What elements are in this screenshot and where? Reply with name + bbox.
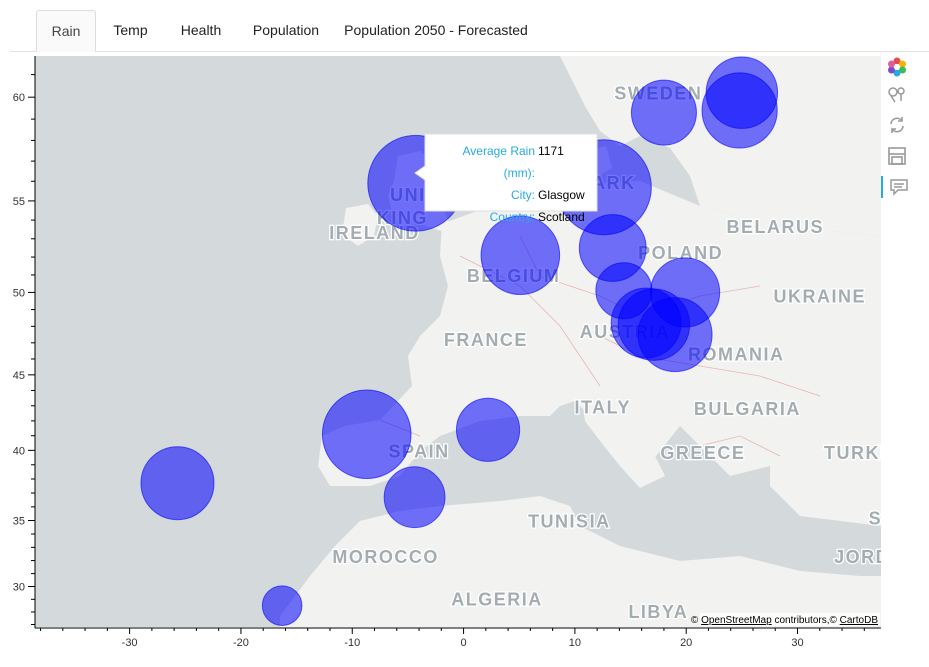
tooltip-box (414, 133, 598, 212)
country-label: UKRAINE (774, 287, 867, 307)
save-icon[interactable] (886, 145, 908, 167)
data-point-circle[interactable] (480, 215, 561, 296)
tooltip-label-city: City: (511, 188, 535, 202)
attribution-osm-link: OpenStreetMap (701, 615, 772, 626)
tooltip-row-rain: Average Rain (mm): 1171 (428, 140, 596, 184)
country-label: TUNISIA (528, 511, 611, 531)
data-point-circle[interactable] (455, 397, 521, 462)
hover-tooltip (414, 133, 598, 212)
tab-bar: Rain Temp Health Population Population 2… (10, 10, 929, 52)
country-label: GREECE (660, 443, 745, 463)
attribution-text: © OpenStreetMap contributors,© CartoDB (691, 615, 878, 626)
reset-icon[interactable] (886, 114, 908, 136)
tooltip-label-country: Country: (489, 210, 535, 224)
country-label: JORD (834, 547, 881, 567)
land-mainland (318, 181, 881, 486)
attribution: © OpenStreetMap contributors,© CartoDB (691, 613, 880, 626)
tooltip-row-city: City: Glasgow (428, 184, 596, 206)
y-tick-label: 35 (13, 516, 25, 528)
country-label: S (869, 509, 881, 529)
data-point-circle[interactable] (630, 79, 697, 146)
data-point-circle[interactable] (701, 72, 778, 149)
x-tick-label: 0 (461, 637, 467, 649)
land-ireland (342, 204, 378, 246)
tab-temp[interactable]: Temp (113, 22, 148, 38)
pan-icon[interactable] (886, 84, 908, 106)
hover-icon[interactable] (881, 176, 910, 198)
country-label: BELARUS (726, 217, 824, 237)
country-label: FRANCE (444, 330, 528, 350)
tooltip-content: Average Rain (mm): 1171 City: Glasgow Co… (428, 140, 596, 228)
tab-population[interactable]: Population (252, 22, 320, 38)
x-tick-label: -10 (344, 637, 360, 649)
data-point-circle[interactable] (261, 585, 303, 626)
tooltip-value-city: Glasgow (538, 188, 585, 202)
x-tick-label: 10 (569, 637, 581, 649)
tab-rain[interactable]: Rain (36, 10, 96, 52)
map-plot[interactable]: SWEDENUNIKINGIRELANDARKBELARUSPOLANDBELG… (0, 56, 893, 662)
country-label: ITALY (574, 397, 631, 417)
x-tick-label: -30 (122, 637, 138, 649)
country-label: MOROCCO (332, 547, 439, 567)
y-tick-label: 45 (13, 370, 25, 382)
y-tick-label: 50 (13, 287, 25, 299)
y-tick-label: 40 (13, 445, 25, 457)
country-label: ROMANIA (688, 345, 785, 365)
tooltip-value-rain: 1171 (538, 144, 564, 158)
land-north-africa (280, 496, 881, 627)
attribution-carto-link: CartoDB (840, 615, 879, 626)
country-label: POLAND (638, 243, 723, 263)
country-label: LIBYA (628, 602, 688, 622)
map-svg[interactable]: SWEDENUNIKINGIRELANDARKBELARUSPOLANDBELG… (0, 56, 893, 662)
y-tick-label: 55 (13, 196, 25, 208)
land-masses (280, 56, 881, 627)
country-label: ALGERIA (451, 590, 543, 610)
data-point-circle[interactable] (383, 466, 446, 529)
land-anatolia (770, 431, 881, 526)
data-point-circle[interactable] (610, 287, 682, 359)
x-tick-label: -20 (233, 637, 249, 649)
tooltip-row-country: Country: Scotland (428, 206, 596, 228)
data-point-circle[interactable] (321, 389, 412, 480)
bokeh-logo-icon[interactable] (886, 56, 908, 78)
land-italy (580, 386, 665, 488)
country-label: BULGARIA (694, 399, 801, 419)
attribution-bg (700, 613, 880, 626)
country-label: TURKE (824, 443, 881, 463)
y-tick-label: 60 (13, 92, 25, 104)
plot-toolbar (881, 56, 911, 216)
x-tick-label: 20 (680, 637, 692, 649)
x-tick-label: 30 (791, 637, 803, 649)
tooltip-label-rain: Average Rain (mm): (462, 144, 536, 180)
tooltip-value-country: Scotland (538, 210, 585, 224)
y-tick-label: 30 (13, 582, 25, 594)
data-point-circle[interactable] (140, 446, 215, 521)
axes: -30 -20 -10 0 10 20 30 30 35 40 45 50 55 60 (13, 56, 881, 649)
tab-population-2050[interactable]: Population 2050 - Forecasted (344, 22, 528, 38)
tab-health[interactable]: Health (180, 22, 222, 38)
